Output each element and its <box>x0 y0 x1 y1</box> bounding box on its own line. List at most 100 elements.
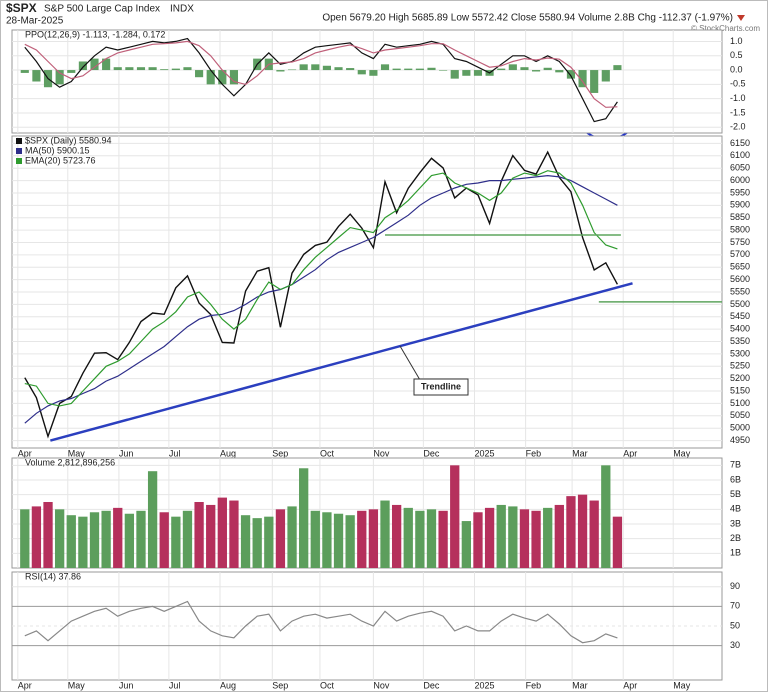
x-tick-label: Feb <box>526 680 542 690</box>
y-tick-label: 0.5 <box>730 50 743 60</box>
histogram-bar <box>427 67 436 71</box>
trendline <box>50 282 633 442</box>
volume-bar <box>287 506 297 568</box>
series-line <box>24 37 618 123</box>
histogram-bar <box>125 67 134 71</box>
volume-bar <box>275 509 286 568</box>
histogram-bar <box>148 67 157 71</box>
histogram-bar <box>32 70 41 82</box>
y-tick-label: 4950 <box>730 435 750 445</box>
y-tick-label: 5900 <box>730 200 750 210</box>
y-tick-label: 5500 <box>730 299 750 309</box>
volume-bar <box>206 504 216 568</box>
volume-bar <box>426 509 437 568</box>
histogram-bar <box>334 67 343 71</box>
y-tick-label: 6050 <box>730 163 750 173</box>
histogram-bar <box>380 64 390 71</box>
series-line <box>24 40 618 108</box>
volume-bar <box>252 518 262 568</box>
x-tick-label: Jul <box>169 448 181 458</box>
y-tick-label: 5400 <box>730 324 750 334</box>
y-tick-label: 6150 <box>730 138 750 148</box>
symbol: $SPX <box>6 1 37 15</box>
series-line <box>24 600 618 644</box>
legend-swatch <box>16 148 22 154</box>
x-tick-label: Mar <box>572 680 588 690</box>
volume-bar <box>229 500 239 568</box>
volume-bar <box>380 500 390 568</box>
volume-bar <box>113 507 123 568</box>
histogram-bar <box>287 69 297 71</box>
volume-bar <box>136 510 146 568</box>
x-tick-label: Aug <box>220 680 236 690</box>
y-tick-label: 1.0 <box>730 36 743 46</box>
volume-bar <box>171 516 181 568</box>
trendline-label: Trendline <box>421 381 461 391</box>
x-tick-label: Sep <box>272 680 288 690</box>
histogram-bar <box>578 70 587 88</box>
histogram-bar <box>601 70 610 82</box>
volume-bar <box>310 510 320 568</box>
y-tick-label: 2B <box>730 533 741 543</box>
panel-title: Volume 2,812,896,256 <box>25 457 115 467</box>
x-tick-label: Oct <box>320 680 335 690</box>
volume-bar <box>438 510 448 568</box>
x-tick-label: May <box>673 680 691 690</box>
y-tick-label: 5250 <box>730 361 750 371</box>
y-tick-label: 0.0 <box>730 64 743 74</box>
volume-bar <box>333 513 344 568</box>
series-line <box>24 170 618 407</box>
histogram-bar <box>613 65 622 71</box>
histogram-bar <box>67 70 76 73</box>
volume-bar <box>194 502 204 568</box>
y-tick-label: -1.5 <box>730 107 746 117</box>
series-line <box>24 174 618 424</box>
histogram-bar <box>229 70 239 85</box>
y-tick-label: -1.0 <box>730 93 746 103</box>
histogram-bar <box>415 68 424 71</box>
y-tick-label: 1B <box>730 548 741 558</box>
histogram-bar <box>346 68 355 71</box>
credit: © StockCharts.com <box>691 24 760 33</box>
y-tick-label: 5150 <box>730 385 750 395</box>
histogram-bar <box>136 67 146 71</box>
volume-bar <box>543 507 553 568</box>
y-tick-label: -0.5 <box>730 79 746 89</box>
volume-bar <box>484 507 495 568</box>
volume-bar <box>89 512 100 568</box>
x-tick-label: Apr <box>623 448 637 458</box>
down-icon <box>737 15 745 21</box>
volume-bar <box>322 512 332 568</box>
volume-bar <box>531 510 541 568</box>
x-tick-label: May <box>68 448 86 458</box>
volume-bar <box>612 516 623 568</box>
x-tick-label: 2025 <box>474 448 494 458</box>
volume-bar <box>601 465 611 568</box>
y-tick-label: 5200 <box>730 373 750 383</box>
x-tick-label: Mar <box>572 448 588 458</box>
histogram-bar <box>404 68 413 71</box>
histogram-bar <box>160 69 169 71</box>
histogram-bar <box>439 70 448 71</box>
volume-bar <box>368 509 379 568</box>
y-tick-label: 70 <box>730 601 740 611</box>
histogram-bar <box>520 67 529 71</box>
y-tick-label: 6100 <box>730 150 750 160</box>
volume-bar <box>299 468 309 568</box>
trendline-connector <box>399 345 421 381</box>
y-tick-label: 5000 <box>730 423 750 433</box>
y-tick-label: 5050 <box>730 410 750 420</box>
volume-bar <box>101 510 111 568</box>
legend-entry: MA(50) 5900.15 <box>25 145 90 155</box>
y-tick-label: -2.0 <box>730 122 746 132</box>
histogram-bar <box>102 58 111 71</box>
histogram-bar <box>462 70 471 76</box>
series-line <box>24 150 619 439</box>
histogram-bar <box>473 70 483 76</box>
histogram-bar <box>20 70 29 73</box>
x-tick-label: Apr <box>18 680 32 690</box>
histogram-bar <box>497 68 506 71</box>
y-tick-label: 5B <box>730 489 741 499</box>
